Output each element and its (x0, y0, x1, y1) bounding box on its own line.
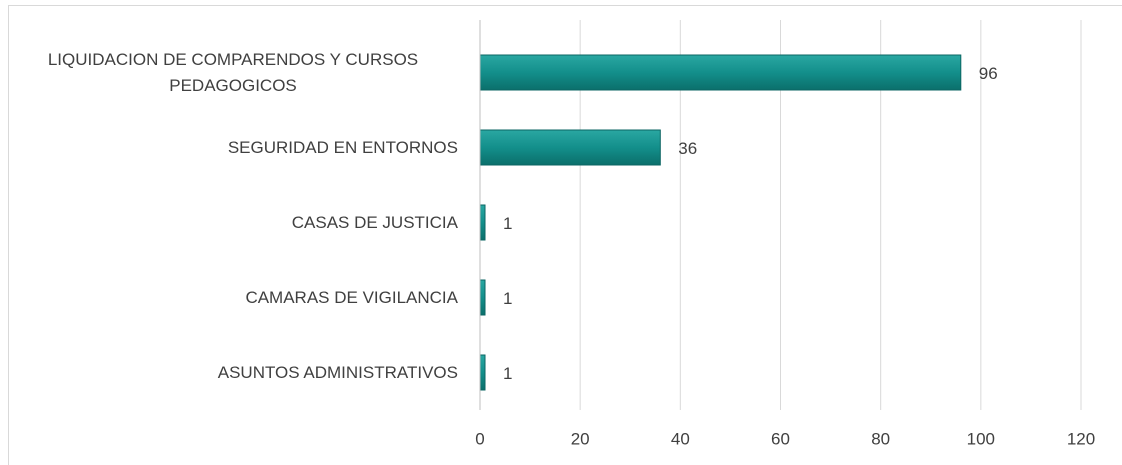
chart-border (8, 5, 1122, 465)
category-text: CASAS DE JUSTICIA (291, 212, 458, 232)
x-tick-label: 0 (475, 429, 484, 448)
data-label: 1 (503, 364, 512, 383)
x-tick-label: 40 (671, 429, 690, 448)
bar (479, 354, 486, 391)
data-label: 1 (503, 289, 512, 308)
y-tick-label: ASUNTOS ADMINISTRATIVOS (8, 360, 458, 386)
y-tick-label: SEGURIDAD EN ENTORNOS (8, 135, 458, 161)
category-text: SEGURIDAD EN ENTORNOS (227, 137, 458, 157)
x-tick-label: 100 (967, 429, 995, 448)
bar (479, 204, 486, 241)
x-tick-label: 120 (1067, 429, 1095, 448)
bar (479, 54, 962, 91)
category-text: LIQUIDACION DE COMPARENDOS Y CURSOS PEDA… (47, 49, 419, 95)
y-tick-label: CAMARAS DE VIGILANCIA (8, 285, 458, 311)
bar (479, 279, 486, 316)
x-tick-label: 20 (571, 429, 590, 448)
x-tick-label: 80 (871, 429, 890, 448)
x-tick-label: 60 (771, 429, 790, 448)
bar (479, 129, 661, 166)
data-label: 1 (503, 214, 512, 233)
category-text: ASUNTOS ADMINISTRATIVOS (217, 362, 458, 382)
category-text: CAMARAS DE VIGILANCIA (245, 287, 458, 307)
data-label: 96 (979, 64, 998, 83)
y-tick-label: CASAS DE JUSTICIA (8, 210, 458, 236)
y-tick-label: LIQUIDACION DE COMPARENDOS Y CURSOS PEDA… (8, 47, 458, 99)
data-label: 36 (678, 139, 697, 158)
